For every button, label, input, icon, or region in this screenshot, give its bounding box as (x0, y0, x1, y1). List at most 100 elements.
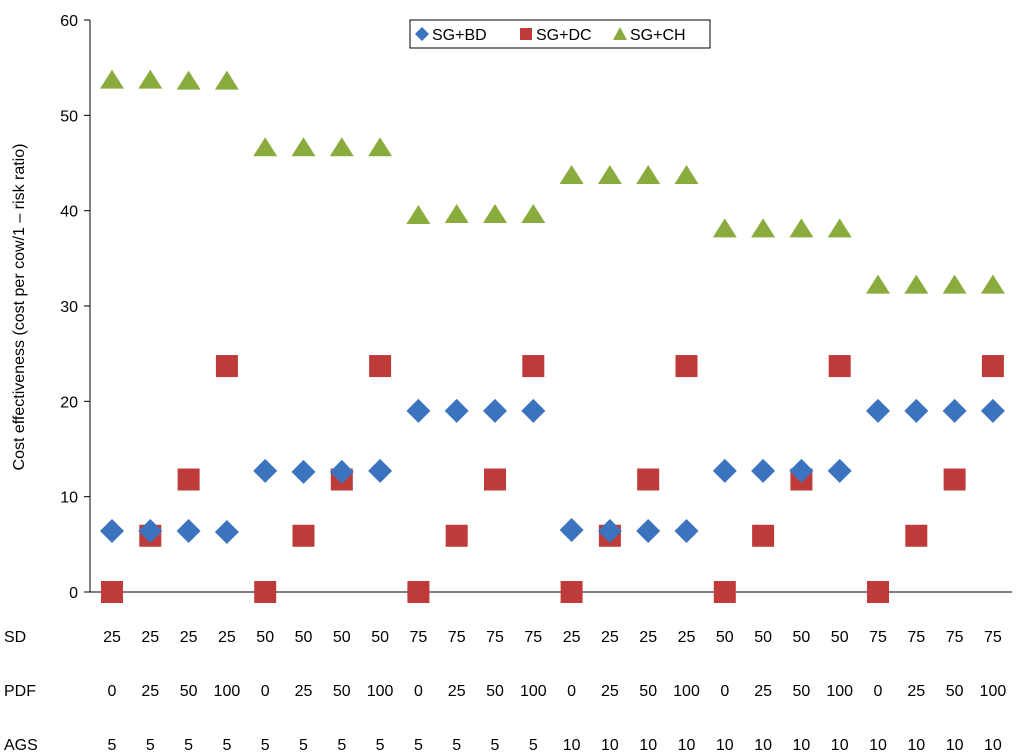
marker-sg-ch (597, 164, 622, 184)
marker-sg-dc (752, 524, 775, 547)
marker-sg-bd (712, 458, 737, 483)
row-value-ags: 5 (337, 737, 346, 754)
marker-sg-bd (100, 518, 124, 543)
row-value-pdf: 0 (261, 683, 270, 700)
row-label-sd: SD (4, 629, 26, 646)
marker-sg-ch (329, 137, 354, 157)
y-tick-label: 0 (69, 585, 78, 602)
row-value-ags: 10 (601, 737, 619, 754)
marker-sg-ch (980, 274, 1005, 294)
marker-sg-bd (636, 518, 661, 543)
marker-sg-ch (138, 69, 163, 89)
row-label-pdf: PDF (4, 683, 36, 700)
marker-sg-dc (905, 524, 928, 547)
row-value-sd: 75 (984, 629, 1002, 646)
marker-sg-ch (636, 164, 661, 184)
marker-sg-bd (751, 458, 776, 483)
marker-sg-ch (751, 218, 776, 238)
y-tick-label: 10 (60, 490, 78, 507)
row-value-ags: 10 (793, 737, 811, 754)
legend: SG+BD SG+DC SG+CH (409, 19, 711, 49)
marker-sg-dc (407, 581, 430, 603)
marker-sg-ch (368, 137, 393, 157)
row-value-sd: 25 (563, 629, 581, 646)
marker-sg-bd (368, 458, 393, 483)
row-value-pdf: 0 (874, 683, 883, 700)
marker-sg-ch (214, 70, 239, 90)
marker-sg-bd (674, 518, 699, 543)
marker-sg-dc (215, 355, 238, 378)
row-value-pdf: 100 (520, 683, 547, 700)
marker-sg-dc (943, 468, 966, 491)
marker-sg-ch (559, 164, 584, 184)
row-value-pdf: 0 (720, 683, 729, 700)
marker-sg-bd (329, 459, 354, 484)
y-axis-label: Cost effectiveness (cost per cow/1 – ris… (11, 144, 28, 471)
marker-sg-ch (789, 218, 814, 238)
row-value-sd: 75 (410, 629, 428, 646)
row-value-pdf: 50 (333, 683, 351, 700)
row-value-pdf: 25 (601, 683, 619, 700)
row-value-sd: 25 (103, 629, 121, 646)
marker-sg-bd (214, 519, 239, 544)
row-value-sd: 25 (218, 629, 236, 646)
row-value-ags: 10 (984, 737, 1002, 754)
row-value-pdf: 100 (367, 683, 394, 700)
row-value-ags: 5 (261, 737, 270, 754)
marker-sg-dc (828, 355, 851, 378)
row-value-ags: 10 (869, 737, 887, 754)
marker-sg-bd (444, 398, 469, 423)
marker-sg-ch (406, 204, 431, 224)
y-tick-label: 60 (60, 13, 78, 30)
row-value-ags: 5 (184, 737, 193, 754)
marker-sg-dc (713, 581, 736, 603)
row-value-pdf: 50 (946, 683, 964, 700)
row-value-ags: 5 (146, 737, 155, 754)
row-value-sd: 75 (524, 629, 542, 646)
row-value-ags: 5 (222, 737, 231, 754)
row-value-ags: 10 (678, 737, 696, 754)
row-value-pdf: 50 (180, 683, 198, 700)
row-value-sd: 75 (907, 629, 925, 646)
marker-sg-dc (101, 581, 123, 603)
marker-sg-ch (827, 218, 852, 238)
row-value-sd: 50 (716, 629, 734, 646)
y-tick-label: 50 (60, 108, 78, 125)
row-value-ags: 5 (529, 737, 538, 754)
marker-sg-dc (254, 581, 277, 603)
row-value-ags: 5 (376, 737, 385, 754)
row-value-sd: 75 (946, 629, 964, 646)
marker-sg-ch (712, 218, 737, 238)
axes (89, 20, 1012, 593)
marker-sg-ch (100, 69, 124, 89)
marker-sg-bd (483, 398, 507, 423)
row-value-sd: 75 (486, 629, 504, 646)
row-value-pdf: 100 (214, 683, 241, 700)
row-value-pdf: 0 (108, 683, 117, 700)
row-value-sd: 50 (295, 629, 313, 646)
y-tick-label: 40 (60, 204, 78, 221)
legend-box (409, 19, 711, 49)
marker-sg-bd (866, 398, 890, 423)
marker-sg-bd (980, 398, 1005, 423)
row-value-pdf: 100 (826, 683, 853, 700)
row-value-pdf: 25 (295, 683, 313, 700)
row-value-sd: 25 (180, 629, 198, 646)
marker-sg-dc (484, 468, 506, 491)
marker-sg-dc (177, 468, 200, 491)
row-value-pdf: 25 (141, 683, 159, 700)
legend-marker-sg-dc (520, 28, 532, 40)
row-value-ags: 5 (299, 737, 308, 754)
row-value-sd: 25 (601, 629, 619, 646)
marker-sg-bd (253, 458, 278, 483)
category-rows: SD 25 25 25 25 50 50 50 50 75 75 75 75 25 25 25 25 50 50 50… (4, 629, 1006, 754)
row-value-ags: 5 (414, 737, 423, 754)
marker-sg-dc (369, 355, 392, 378)
marker-sg-dc (637, 468, 660, 491)
marker-sg-bd (176, 518, 201, 543)
marker-sg-bd (406, 398, 431, 423)
marker-sg-ch (253, 137, 278, 157)
row-value-pdf: 50 (486, 683, 504, 700)
marker-sg-dc (867, 581, 889, 603)
